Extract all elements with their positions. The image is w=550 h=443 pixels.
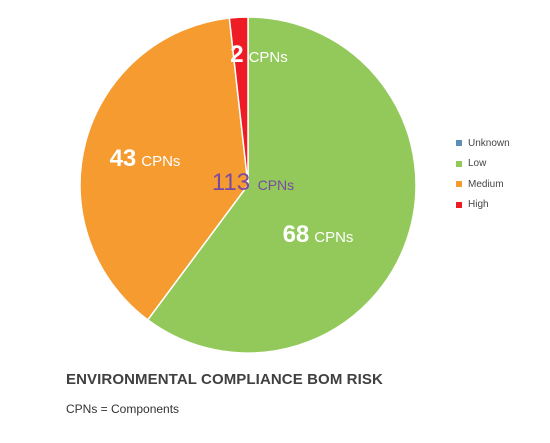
total-value: 113: [212, 169, 250, 196]
slice-value: 2: [230, 41, 243, 68]
chart-footnote: CPNs = Components: [66, 402, 180, 416]
legend-item-unknown: Unknown: [456, 133, 510, 154]
legend-label: High: [468, 199, 489, 211]
legend-label: Unknown: [468, 137, 510, 149]
legend-swatch: [456, 140, 462, 147]
chart-title: ENVIRONMENTAL COMPLIANCE BOM RISK: [66, 371, 383, 388]
legend-swatch: [456, 181, 462, 188]
legend-item-low: Low: [456, 154, 510, 175]
pie-slice-high: [228, 16, 249, 186]
slice-unit: CPNs: [141, 153, 180, 170]
total-unit: CPNs: [258, 177, 295, 193]
legend-swatch: [456, 160, 462, 167]
chart-legend: Unknown Low Medium High: [456, 133, 510, 215]
pie-slice-low: [146, 16, 417, 354]
pie-slice-medium: [79, 17, 249, 321]
legend-label: Low: [468, 158, 487, 170]
slice-label-high: 2 CPNs: [230, 41, 288, 68]
legend-item-high: High: [456, 195, 510, 216]
slice-label-low: 68 CPNs: [283, 221, 354, 248]
slice-value: 43: [110, 145, 137, 172]
slice-unit: CPNs: [314, 229, 353, 246]
slice-label-medium: 43 CPNs: [110, 145, 181, 172]
slice-value: 68: [283, 221, 310, 248]
pie-slices: [79, 16, 417, 354]
total-label: 113 CPNs: [212, 169, 294, 196]
legend-swatch: [456, 201, 462, 208]
legend-label: Medium: [468, 178, 504, 190]
legend-item-medium: Medium: [456, 174, 510, 195]
slice-unit: CPNs: [249, 49, 288, 66]
